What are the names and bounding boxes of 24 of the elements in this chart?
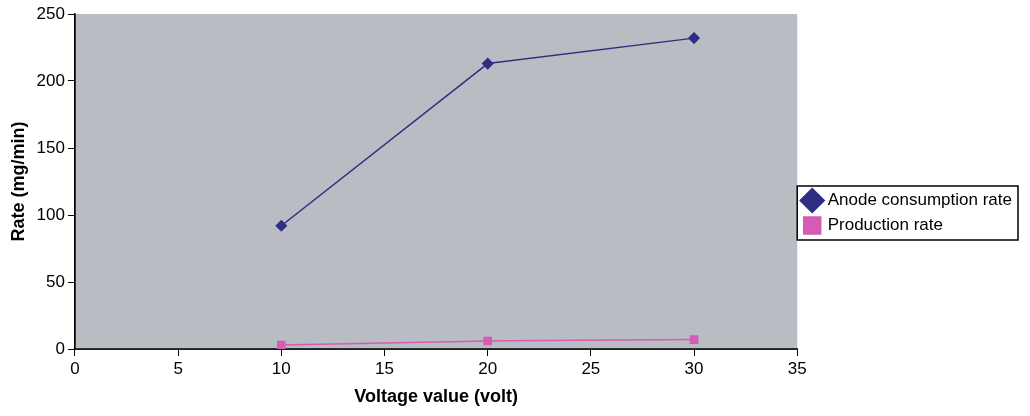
x-tick-label: 30	[684, 358, 704, 378]
y-axis-title: Rate (mg/min)	[7, 121, 28, 242]
point	[689, 335, 699, 344]
y-tick-label: 100	[36, 204, 65, 224]
x-tick-label: 25	[581, 358, 601, 378]
y-tick-label: 200	[36, 70, 65, 90]
point	[688, 32, 700, 44]
x-tick-label: 15	[375, 358, 394, 378]
y-tick-label: 150	[36, 137, 65, 157]
point	[277, 340, 286, 349]
x-tick-label: 35	[787, 358, 807, 378]
x-tick-label: 5	[173, 358, 183, 378]
x-tick-label: 0	[70, 358, 80, 378]
y-tick-label: 50	[46, 271, 65, 291]
point	[483, 336, 492, 346]
legend-label: Anode consumption rate	[827, 190, 1013, 210]
y-tick-label: 0	[55, 338, 65, 358]
x-tick-label: 10	[271, 358, 291, 378]
x-axis-title: Voltage value (volt)	[354, 386, 518, 407]
y-tick-label: 250	[36, 3, 65, 23]
legend-label: Production rate	[827, 215, 944, 235]
x-tick-label: 20	[478, 358, 498, 378]
point	[481, 57, 494, 70]
point	[275, 219, 288, 232]
